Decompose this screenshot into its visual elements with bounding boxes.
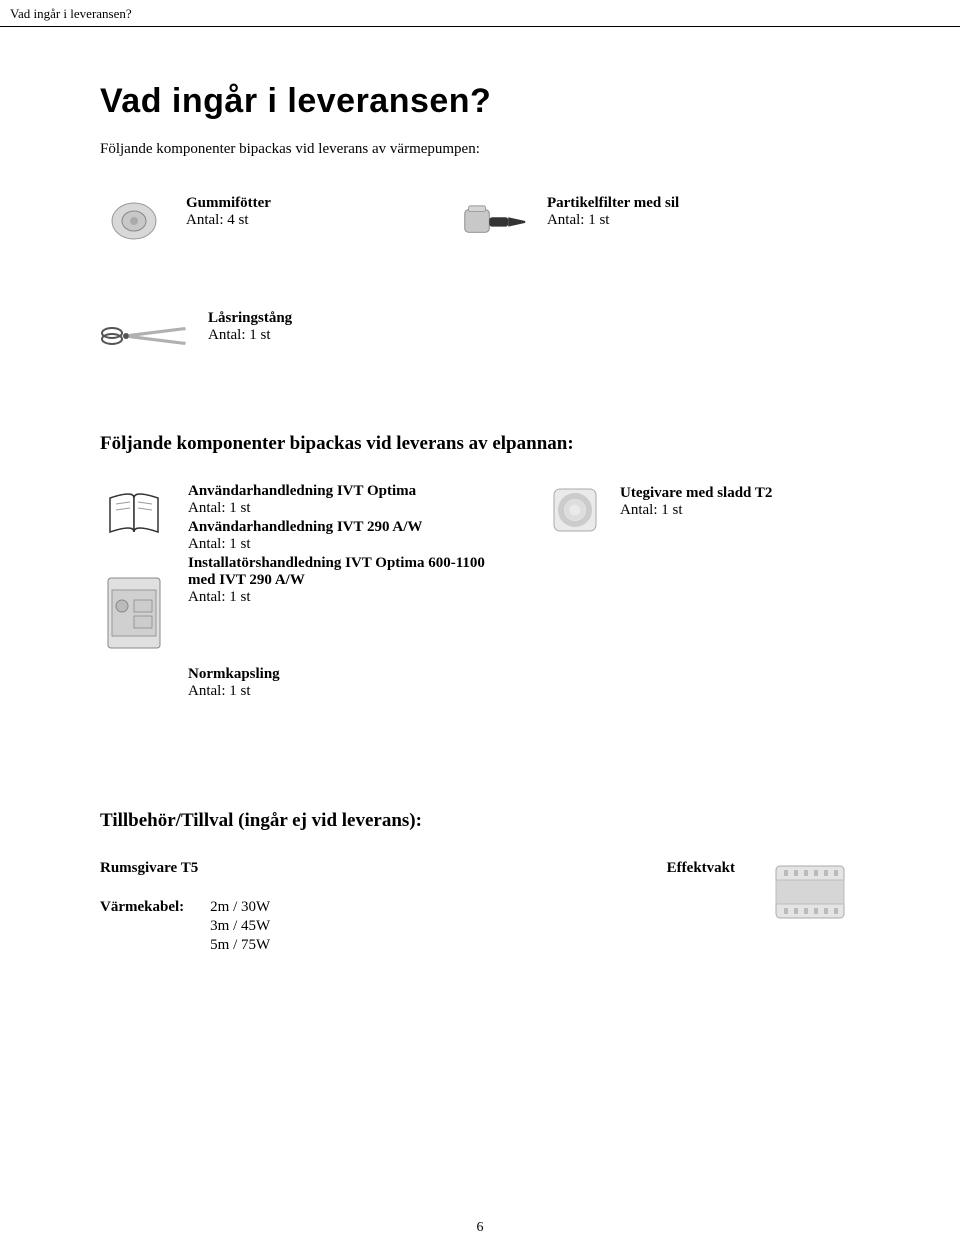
normkapsling-name: Normkapsling xyxy=(188,666,498,683)
lasringstang-name: Låsringstång xyxy=(208,310,292,327)
varmekabel-value-1: 3m / 45W xyxy=(210,918,270,935)
pump-items-row-2: Låsringstång Antal: 1 st xyxy=(100,308,890,363)
pump-items-row-1: Gummifötter Antal: 4 st Partikelfilter m… xyxy=(100,193,890,248)
manual2-name: Användarhandledning IVT 290 A/W xyxy=(188,519,498,536)
varmekabel-values: 2m / 30W 3m / 45W 5m / 75W xyxy=(210,899,270,956)
page-number: 6 xyxy=(0,1220,960,1236)
varmekabel-label: Värmekabel: xyxy=(100,899,184,916)
running-header: Vad ingår i leveransen? xyxy=(0,0,960,27)
tillbehor-row: Rumsgivare T5 Värmekabel: 2m / 30W 3m / … xyxy=(100,860,890,956)
elpannan-row: Användarhandledning IVT Optima Antal: 1 … xyxy=(100,483,890,700)
enclosure-icon xyxy=(100,573,168,653)
running-title: Vad ingår i leveransen? xyxy=(10,6,132,21)
tillbehor-left: Rumsgivare T5 Värmekabel: 2m / 30W 3m / … xyxy=(100,860,270,956)
varmekabel-value-2: 5m / 75W xyxy=(210,937,270,954)
page-content: Vad ingår i leveransen? Följande kompone… xyxy=(0,27,960,956)
varmekabel-value-0: 2m / 30W xyxy=(210,899,270,916)
tillbehor-title: Tillbehör/Tillval (ingår ej vid leverans… xyxy=(100,810,890,832)
rumsgivare-label: Rumsgivare T5 xyxy=(100,860,270,877)
item-partikelfilter: Partikelfilter med sil Antal: 1 st xyxy=(461,193,679,248)
utegivare-qty: Antal: 1 st xyxy=(620,502,772,519)
normkapsling-block: Normkapsling Antal: 1 st xyxy=(188,666,498,700)
elpannan-title: Följande komponenter bipackas vid levera… xyxy=(100,433,890,455)
main-title: Vad ingår i leveransen? xyxy=(100,82,890,121)
gummifotter-qty: Antal: 4 st xyxy=(186,212,271,229)
manual3-qty: Antal: 1 st xyxy=(188,589,498,606)
gummifotter-name: Gummifötter xyxy=(186,195,271,212)
partikelfilter-name: Partikelfilter med sil xyxy=(547,195,679,212)
lasringstang-qty: Antal: 1 st xyxy=(208,327,292,344)
tillbehor-section: Tillbehör/Tillval (ingår ej vid leverans… xyxy=(100,810,890,956)
pliers-icon xyxy=(100,308,190,363)
elpannan-left: Användarhandledning IVT Optima Antal: 1 … xyxy=(100,483,498,700)
manual1-name: Användarhandledning IVT Optima xyxy=(188,483,498,500)
manual3-name: Installatörshandledning IVT Optima 600-1… xyxy=(188,555,498,589)
item-gummifotter: Gummifötter Antal: 4 st xyxy=(100,193,271,248)
manual-book-icon xyxy=(100,483,168,543)
tillbehor-right: Effektvakt xyxy=(667,860,890,956)
effektvakt-label: Effektvakt xyxy=(667,860,735,877)
sensor-cable-icon xyxy=(548,483,602,537)
elpannan-right: Utegivare med sladd T2 Antal: 1 st xyxy=(548,483,772,700)
rubber-foot-icon xyxy=(100,193,168,248)
manual1-qty: Antal: 1 st xyxy=(188,500,498,517)
normkapsling-qty: Antal: 1 st xyxy=(188,683,498,700)
power-guard-icon xyxy=(770,860,850,924)
manual2-qty: Antal: 1 st xyxy=(188,536,498,553)
intro-text: Följande komponenter bipackas vid levera… xyxy=(100,141,890,158)
partikelfilter-qty: Antal: 1 st xyxy=(547,212,679,229)
item-lasringstang: Låsringstång Antal: 1 st xyxy=(100,308,292,363)
manuals-block: Användarhandledning IVT Optima Antal: 1 … xyxy=(188,483,498,606)
utegivare-name: Utegivare med sladd T2 xyxy=(620,485,772,502)
particle-filter-icon xyxy=(461,193,529,248)
